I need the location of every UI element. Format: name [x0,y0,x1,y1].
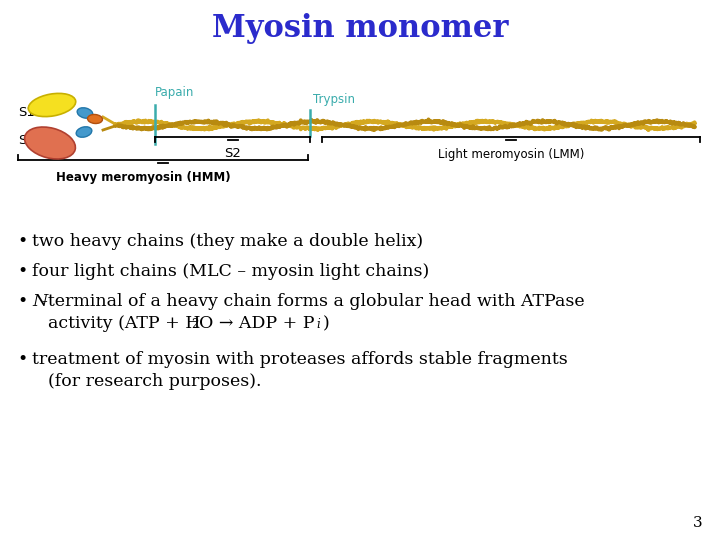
Text: •: • [17,264,27,280]
Text: N: N [32,294,48,310]
Text: treatment of myosin with proteases affords stable fragments: treatment of myosin with proteases affor… [32,352,568,368]
Text: 2: 2 [191,318,199,330]
Text: O → ADP + P: O → ADP + P [199,315,315,333]
Text: S1: S1 [18,106,35,119]
Text: ): ) [323,315,330,333]
Text: Myosin monomer: Myosin monomer [212,12,508,44]
Text: Trypsin: Trypsin [313,93,355,106]
Ellipse shape [77,108,93,118]
Text: four light chains (MLC – myosin light chains): four light chains (MLC – myosin light ch… [32,264,429,280]
Text: Heavy meromyosin (HMM): Heavy meromyosin (HMM) [55,171,230,184]
Text: 3: 3 [693,516,703,530]
Text: •: • [17,294,27,310]
Text: i: i [316,318,320,330]
Ellipse shape [88,114,102,124]
Text: two heavy chains (they make a double helix): two heavy chains (they make a double hel… [32,233,423,251]
Text: Light meromyosin (LMM): Light meromyosin (LMM) [438,148,584,161]
Ellipse shape [76,127,92,137]
Text: -terminal of a heavy chain forms a globular head with ATPase: -terminal of a heavy chain forms a globu… [42,294,585,310]
Ellipse shape [24,127,76,159]
Text: •: • [17,352,27,368]
Text: •: • [17,233,27,251]
Text: S2: S2 [224,147,241,160]
Text: S1: S1 [18,133,35,146]
Text: Papain: Papain [155,86,194,99]
Text: (for research purposes).: (for research purposes). [48,374,261,390]
Ellipse shape [28,93,76,117]
Text: activity (ATP + H: activity (ATP + H [48,315,200,333]
